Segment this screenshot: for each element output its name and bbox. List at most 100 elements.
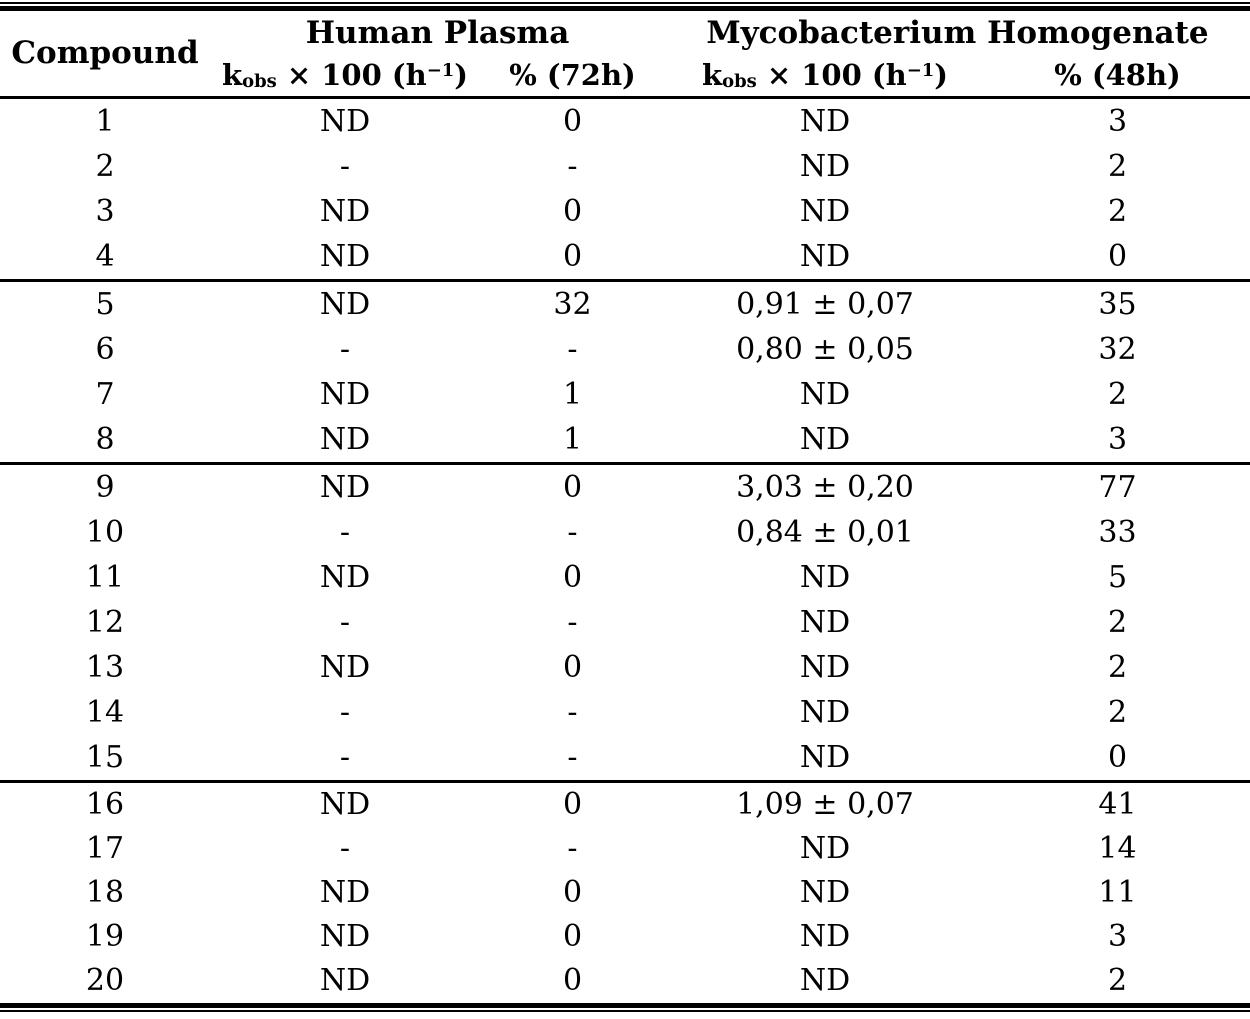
myco-kobs-cell: ND — [799, 604, 851, 640]
plasma-pct-cell: - — [567, 739, 578, 775]
plasma-kobs-cell: - — [339, 604, 351, 640]
kobs-base: k — [702, 57, 723, 92]
myco-kobs-cell: ND — [799, 148, 851, 184]
myco-pct-cell: 3 — [1107, 421, 1128, 457]
table-row: 20 ND 0 ND 2 — [0, 959, 1250, 1003]
plasma-pct-cell: - — [567, 148, 578, 184]
kobs-superscript: −1 — [426, 59, 455, 81]
plasma-kobs-cell: ND — [319, 787, 371, 822]
compound-cell: 12 — [85, 604, 125, 640]
kobs-superscript: −1 — [906, 59, 935, 81]
myco-pct-cell: 32 — [1098, 331, 1137, 367]
myco-pct-cell: 33 — [1098, 514, 1137, 550]
myco-pct-cell: 11 — [1098, 875, 1137, 910]
myco-pct-cell: 2 — [1107, 148, 1128, 184]
plasma-kobs-cell: ND — [319, 193, 371, 229]
plasma-pct-cell: 32 — [553, 286, 592, 322]
plasma-pct-cell: - — [567, 604, 578, 640]
plasma-pct-cell: 0 — [562, 193, 583, 229]
table-header: Compound Human Plasma Mycobacterium Homo… — [0, 11, 1250, 97]
kobs-close: ) — [934, 57, 948, 92]
group-header-mycobacterium-homogenate: Mycobacterium Homogenate — [706, 14, 1209, 51]
compound-cell: 5 — [95, 286, 115, 322]
plasma-kobs-cell: - — [339, 739, 351, 775]
table-row: 2 - - ND 2 — [0, 144, 1250, 189]
compound-cell: 18 — [85, 875, 125, 910]
myco-pct-cell: 2 — [1107, 193, 1128, 229]
kobs-base: k — [222, 57, 243, 92]
myco-pct-cell: 2 — [1107, 376, 1128, 412]
compound-cell: 7 — [95, 376, 115, 412]
myco-pct-cell: 3 — [1107, 919, 1128, 954]
compound-cell: 10 — [85, 514, 125, 550]
myco-kobs-cell: 0,80 ± 0,05 — [736, 331, 914, 367]
compound-cell: 6 — [95, 331, 115, 367]
table-row: 10 - - 0,84 ± 0,01 33 — [0, 510, 1250, 555]
compound-cell: 11 — [85, 559, 125, 595]
table-row: 14 - - ND 2 — [0, 690, 1250, 735]
plasma-pct-cell: 0 — [562, 238, 583, 274]
myco-pct-cell: 2 — [1107, 963, 1128, 998]
plasma-kobs-cell: - — [339, 331, 351, 367]
compound-cell: 13 — [85, 649, 125, 685]
compound-cell: 17 — [85, 831, 125, 866]
column-header-myco-kobs: kobs × 100 (h−1) — [665, 54, 985, 97]
table-row: 18 ND 0 ND 11 — [0, 871, 1250, 915]
table-row: 13 ND 0 ND 2 — [0, 645, 1250, 690]
plasma-pct-cell: 0 — [562, 787, 583, 822]
table-row: 12 - - ND 2 — [0, 600, 1250, 645]
bottom-inner-rule — [0, 1002, 1250, 1008]
myco-kobs-cell: ND — [799, 963, 851, 998]
plasma-pct-cell: 0 — [562, 559, 583, 595]
plasma-kobs-cell: - — [339, 514, 351, 550]
myco-kobs-cell: ND — [799, 421, 851, 457]
plasma-kobs-cell: - — [339, 148, 351, 184]
plasma-kobs-cell: ND — [319, 376, 371, 412]
plasma-pct-cell: 0 — [562, 963, 583, 998]
myco-pct-cell: 14 — [1098, 831, 1137, 866]
table-row: 8 ND 1 ND 3 — [0, 417, 1250, 464]
table-row-group: 9 ND 0 3,03 ± 0,20 77 10 - - 0,84 ± 0,01 33 11 ND 0 N… — [0, 463, 1250, 781]
myco-kobs-cell: ND — [799, 376, 851, 412]
plasma-kobs-cell: ND — [319, 421, 371, 457]
kobs-subscript: obs — [722, 70, 757, 92]
bottom-outer-rule — [0, 1009, 1250, 1012]
compound-cell: 1 — [95, 103, 115, 139]
table-row: 3 ND 0 ND 2 — [0, 189, 1250, 234]
myco-kobs-cell: 0,84 ± 0,01 — [736, 514, 914, 550]
plasma-kobs-cell: ND — [319, 103, 371, 139]
table-row: 7 ND 1 ND 2 — [0, 372, 1250, 417]
table-row: 6 - - 0,80 ± 0,05 32 — [0, 327, 1250, 372]
table-row-group: 16 ND 0 1,09 ± 0,07 41 17 - - ND 14 18 ND 0 ND 11 19 ND 0… — [0, 781, 1250, 1003]
plasma-pct-cell: 1 — [562, 376, 583, 412]
myco-pct-cell: 41 — [1098, 787, 1137, 822]
compound-cell: 3 — [95, 193, 115, 229]
table-row: 17 - - ND 14 — [0, 827, 1250, 871]
plasma-kobs-cell: - — [339, 694, 351, 730]
myco-kobs-cell: ND — [799, 559, 851, 595]
myco-pct-cell: 2 — [1107, 649, 1128, 685]
compound-cell: 8 — [95, 421, 115, 457]
plasma-kobs-cell: ND — [319, 286, 371, 322]
compound-cell: 20 — [85, 963, 125, 998]
compound-cell: 2 — [95, 148, 115, 184]
plasma-kobs-cell: ND — [319, 875, 371, 910]
myco-pct-cell: 35 — [1098, 286, 1137, 322]
plasma-pct-cell: 0 — [562, 103, 583, 139]
top-outer-rule — [0, 2, 1250, 4]
table-row: 16 ND 0 1,09 ± 0,07 41 — [0, 781, 1250, 827]
plasma-pct-cell: 0 — [562, 919, 583, 954]
myco-kobs-cell: 0,91 ± 0,07 — [736, 286, 914, 322]
compound-cell: 15 — [85, 739, 125, 775]
sub-header-row: kobs × 100 (h−1) % (72h) kobs × 100 (h−1… — [0, 54, 1250, 97]
plasma-pct-cell: 0 — [562, 649, 583, 685]
plasma-pct-cell: - — [567, 831, 578, 866]
plasma-kobs-cell: ND — [319, 469, 371, 505]
myco-kobs-cell: ND — [799, 238, 851, 274]
top-inner-rule — [0, 6, 1250, 11]
kobs-subscript: obs — [242, 70, 277, 92]
plasma-kobs-cell: ND — [319, 238, 371, 274]
column-header-pct-72h: % (72h) — [509, 57, 636, 92]
group-header-human-plasma: Human Plasma — [305, 14, 570, 51]
